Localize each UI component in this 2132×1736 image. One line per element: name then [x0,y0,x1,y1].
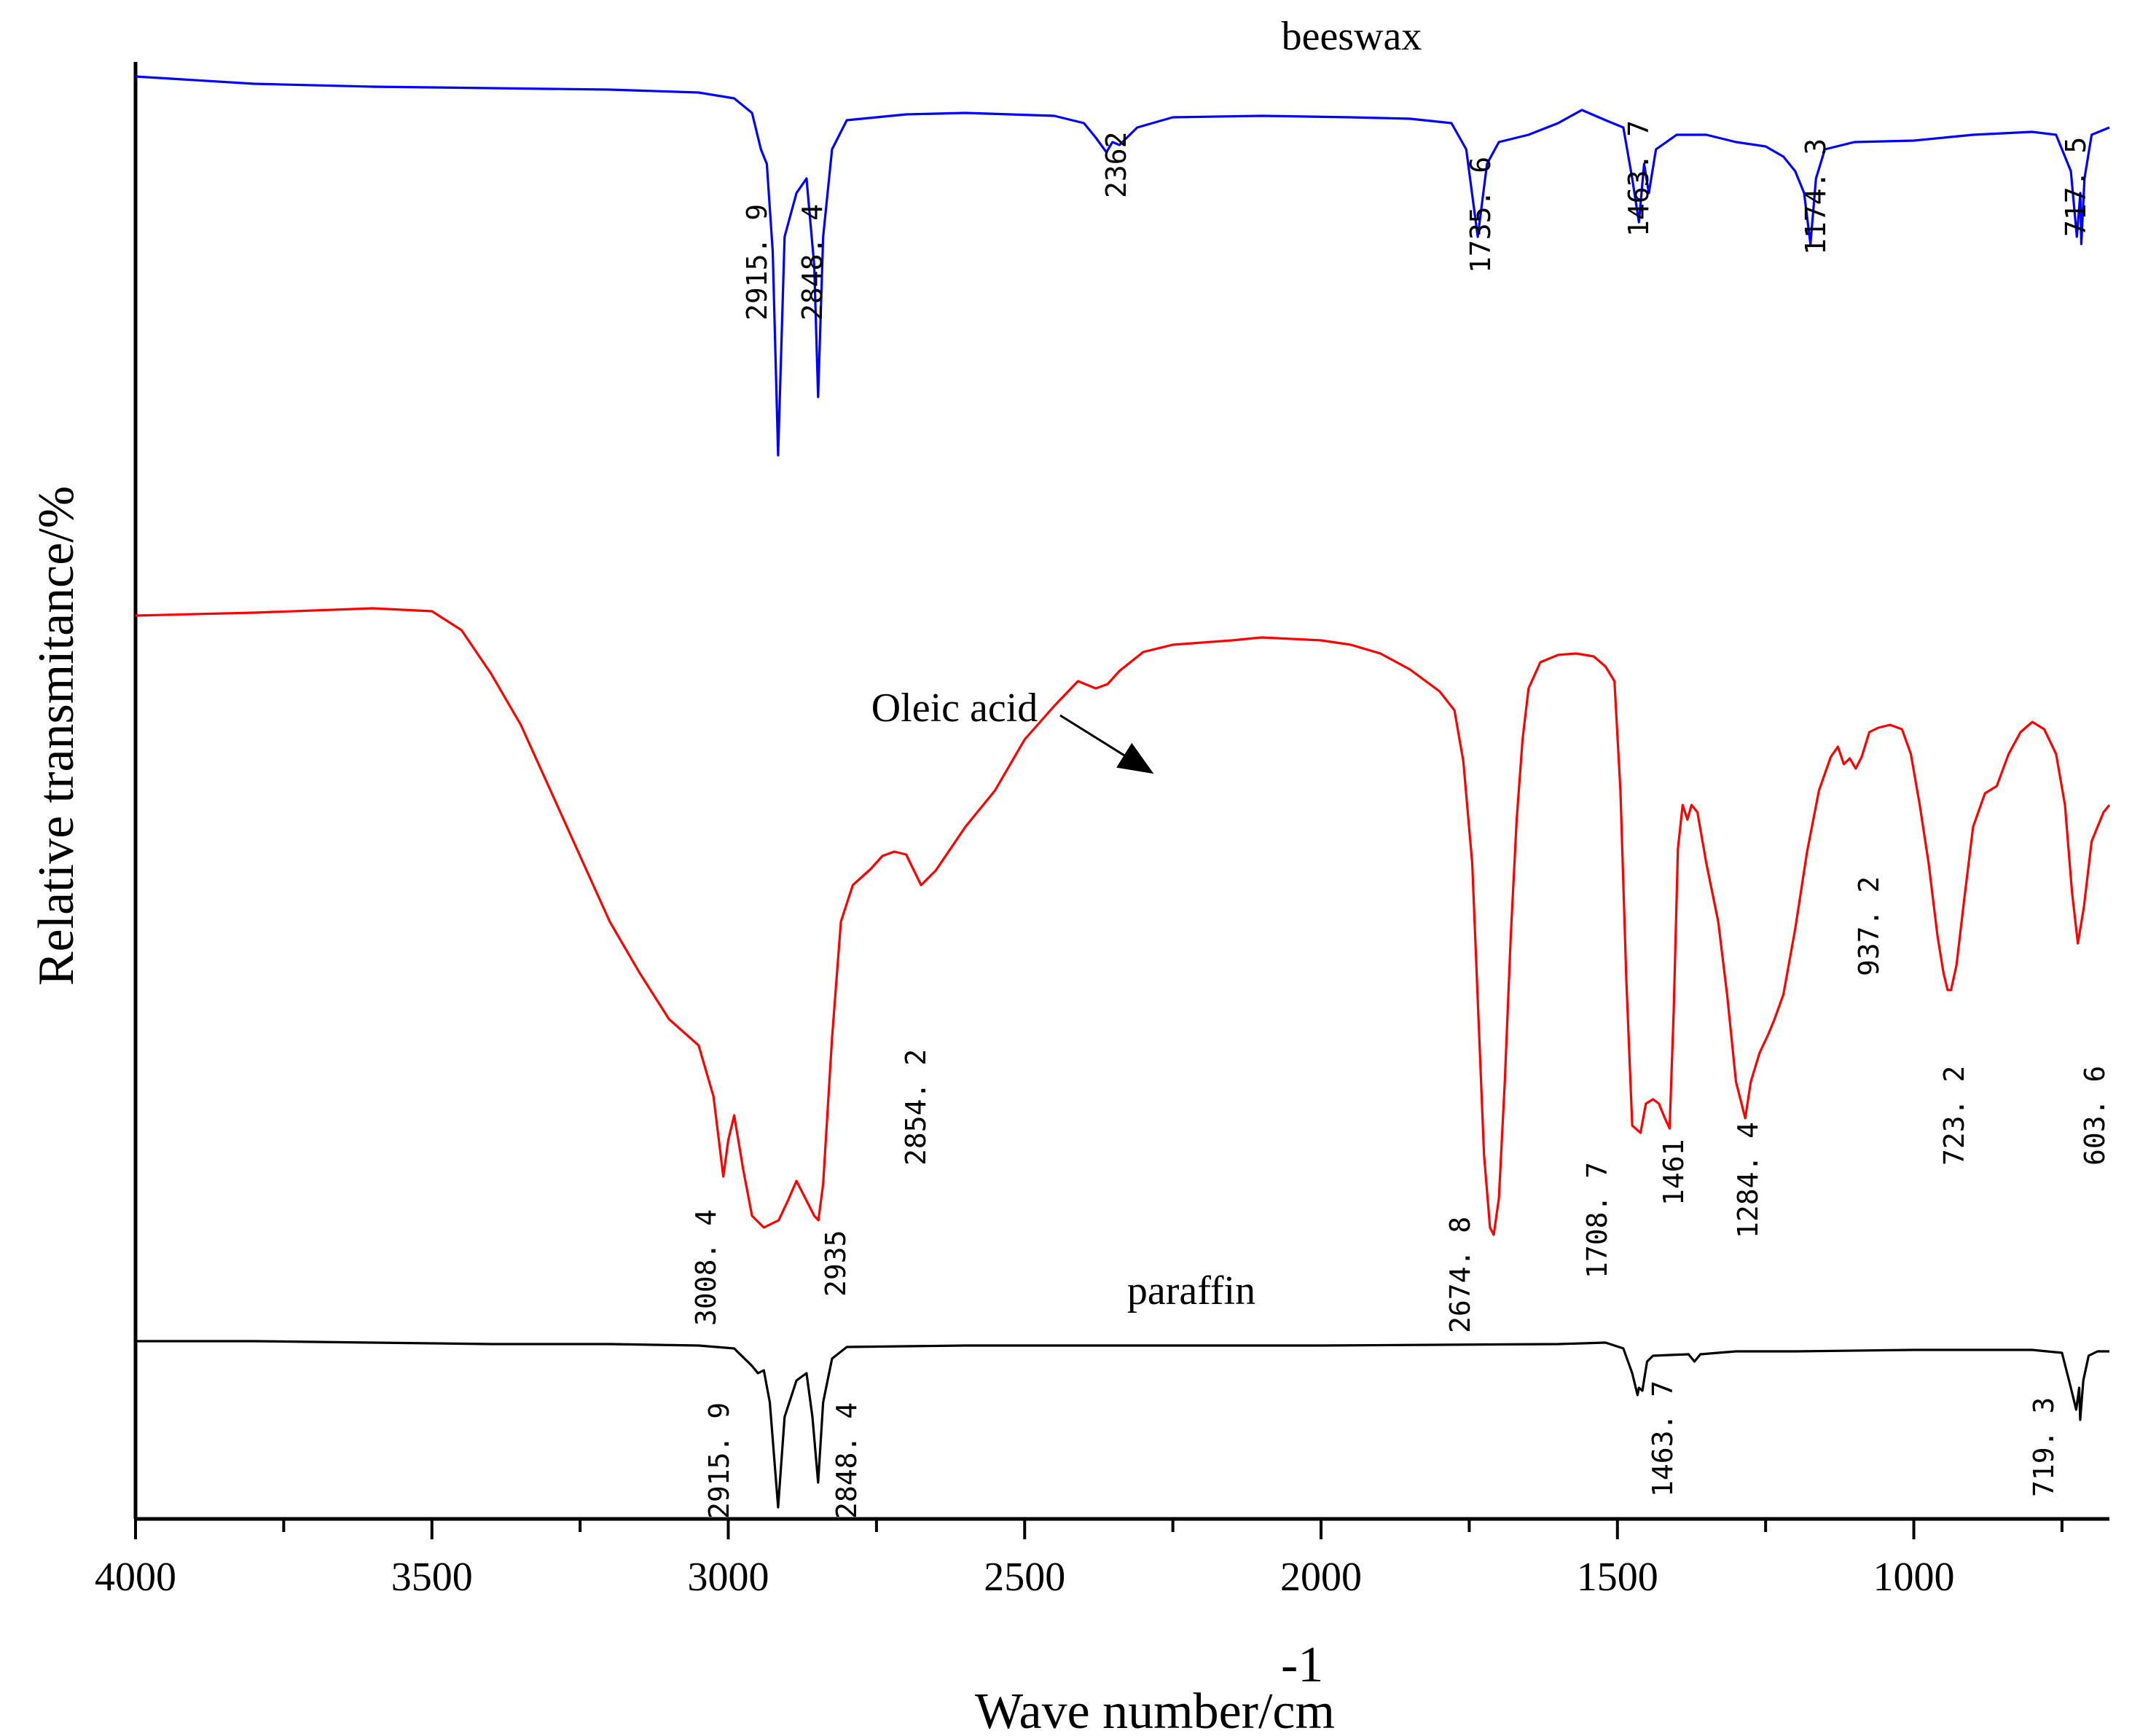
peak-label: 937. 2 [1853,876,1885,976]
labels-layer: beeswax Oleic acid paraffin 2915. 9 2848. 4 2… [690,14,2111,1519]
series-line-oleic-acid [135,607,2111,1236]
peak-label: 1284. 4 [1732,1122,1764,1238]
peak-label: 2915. 9 [703,1402,735,1519]
peak-label: 1463. 7 [1623,120,1655,237]
x-axis-title-superscript: -1 [1281,1637,1323,1693]
series-label-paraffin: paraffin [1127,1268,1255,1313]
peak-label: 723. 2 [1938,1066,1970,1166]
peak-label: 1735. 6 [1465,157,1497,273]
series-label-oleic-acid: Oleic acid [871,686,1038,731]
peak-label: 3008. 4 [690,1209,722,1326]
peak-label: 2854. 2 [900,1049,932,1166]
y-axis-title: Relative transmitance/% [28,486,85,986]
peak-label: 2848. 4 [831,1402,863,1519]
peak-label: 719. 3 [2028,1397,2060,1497]
peak-label: 2674. 8 [1444,1217,1476,1333]
x-tick-label: 2000 [1280,1555,1362,1600]
peak-label: 603. 6 [2079,1066,2111,1166]
peak-label: 2915. 9 [741,204,773,321]
x-tick-label: 3000 [688,1555,769,1600]
peak-label: 2935 [820,1230,852,1297]
peak-label: 717. 5 [2060,137,2092,237]
series-layer [135,75,2111,1509]
peak-label: 1461 [1658,1139,1690,1206]
peak-label: 1463. 7 [1647,1380,1679,1497]
peak-label: 1174. 3 [1800,138,1832,255]
peak-label: 2848. 4 [796,204,828,321]
x-tick-label: 4000 [95,1555,176,1600]
peak-label: 2362 [1100,131,1132,198]
series-line-beeswax [135,75,2110,457]
x-tick-label: 3500 [391,1555,473,1600]
axes: 4000 3500 3000 2500 2000 1500 1000 Wave number/… [28,62,2109,1736]
x-tick-label: 1500 [1577,1555,1658,1600]
x-axis-title: Wave number/cm [975,1684,1335,1736]
peak-label: 1708. 7 [1581,1162,1613,1279]
x-tick-label: 1000 [1873,1555,1955,1600]
series-label-beeswax: beeswax [1282,14,1422,59]
series-line-paraffin [136,1340,2109,1509]
x-tick-label: 2500 [984,1555,1065,1600]
oleic-acid-arrow [1059,714,1154,774]
